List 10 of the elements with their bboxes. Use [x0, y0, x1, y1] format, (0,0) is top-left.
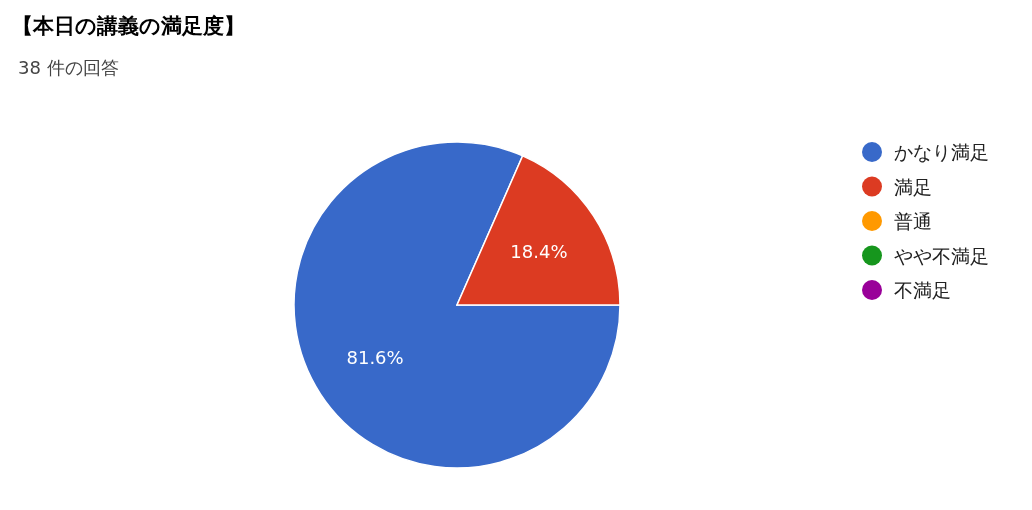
- data-label: 81.6%: [346, 347, 404, 369]
- legend-label: かなり満足: [894, 141, 989, 163]
- legend-label: 普通: [894, 210, 932, 232]
- legend-label: 不満足: [894, 279, 951, 301]
- pie-slice: [293, 141, 621, 469]
- legend-label: 満足: [894, 175, 932, 198]
- legend-label: やや不満足: [894, 244, 989, 267]
- data-label: 18.4%: [510, 240, 568, 262]
- chart-title: 【本日の講義の満足度】: [12, 14, 245, 38]
- text: 38 件の回答: [18, 57, 119, 78]
